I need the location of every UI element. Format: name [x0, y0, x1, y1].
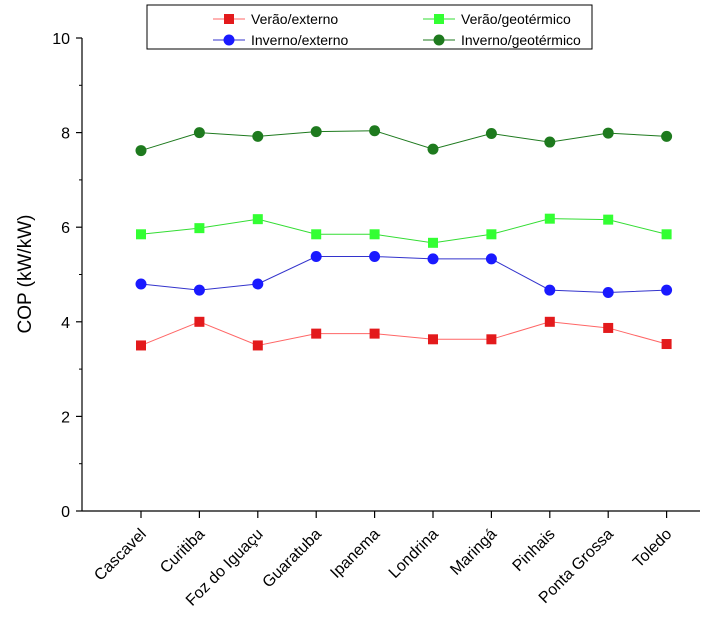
data-point	[661, 130, 673, 142]
legend-marker	[224, 14, 234, 24]
series-2	[136, 213, 672, 248]
data-point	[369, 328, 380, 339]
y-tick-label: 8	[61, 126, 70, 143]
x-tick-label: Guaratuba	[260, 526, 326, 592]
data-point	[252, 214, 263, 225]
data-point	[252, 130, 264, 142]
series-4	[135, 125, 673, 157]
x-tick-label: Cascavel	[91, 526, 150, 585]
series-line	[140, 256, 667, 293]
x-tick-label: Toledo	[630, 526, 675, 571]
series-layer	[135, 125, 673, 351]
data-point	[661, 229, 672, 240]
y-ticks: 0 2 4 6 8 10	[52, 31, 82, 521]
legend: Verão/externo Verão/geotérmico Inverno/ext…	[146, 4, 593, 50]
data-point	[544, 316, 555, 327]
data-point	[369, 125, 381, 137]
data-point	[310, 251, 322, 263]
series-3	[135, 251, 673, 298]
series-line	[140, 130, 667, 152]
legend-entry: Verão/geotérmico	[423, 11, 571, 27]
data-point	[252, 278, 264, 290]
data-point	[486, 334, 497, 345]
x-tick-label: Curitiba	[157, 526, 208, 577]
data-point	[603, 214, 614, 225]
data-point	[193, 127, 205, 139]
series-line	[140, 321, 667, 346]
data-point	[369, 251, 381, 263]
y-tick-label: 4	[61, 315, 70, 332]
x-tick-label: Pinhais	[509, 526, 558, 575]
data-point	[602, 286, 614, 298]
data-point	[603, 322, 614, 333]
y-tick-label: 0	[61, 504, 70, 521]
legend-entry: Inverno/externo	[213, 32, 348, 48]
legend-label: Inverno/externo	[251, 32, 348, 48]
y-tick-label: 10	[52, 31, 70, 48]
data-point	[544, 213, 555, 224]
data-point	[485, 253, 497, 265]
legend-entry: Inverno/geotérmico	[423, 32, 581, 48]
legend-box	[146, 4, 593, 50]
data-point	[544, 284, 556, 296]
legend-label: Verão/externo	[251, 11, 338, 27]
legend-label: Inverno/geotérmico	[461, 32, 581, 48]
data-point	[544, 136, 556, 148]
data-point	[427, 253, 439, 265]
data-point	[485, 128, 497, 140]
legend-entry: Verão/externo	[213, 11, 338, 27]
x-tick-label: Maringá	[447, 526, 500, 579]
data-point	[427, 143, 439, 155]
data-point	[135, 278, 147, 290]
data-point	[193, 284, 205, 296]
legend-marker	[433, 34, 445, 46]
legend-label: Verão/geotérmico	[461, 11, 571, 27]
legend-marker	[434, 14, 444, 24]
y-axis-title: COP (kW/kW)	[15, 215, 36, 334]
x-tick-label: Ipanema	[327, 526, 383, 582]
data-point	[428, 237, 438, 248]
data-point	[194, 316, 205, 327]
data-point	[661, 339, 672, 350]
data-point	[310, 126, 322, 138]
data-point	[252, 340, 263, 351]
x-tick-label: Londrina	[386, 526, 442, 582]
data-point	[661, 284, 673, 296]
series-line	[140, 218, 667, 244]
data-point	[428, 334, 438, 345]
data-point	[486, 229, 497, 240]
series-1	[136, 316, 672, 351]
data-point	[602, 127, 614, 139]
data-point	[369, 229, 380, 240]
data-point	[136, 229, 146, 240]
y-tick-label: 6	[61, 220, 70, 237]
data-point	[311, 229, 322, 240]
legend-marker	[223, 34, 235, 46]
data-point	[136, 340, 146, 351]
axes	[81, 38, 700, 512]
data-point	[194, 223, 205, 234]
y-tick-label: 2	[61, 409, 70, 426]
data-point	[135, 145, 147, 157]
data-point	[311, 328, 322, 339]
